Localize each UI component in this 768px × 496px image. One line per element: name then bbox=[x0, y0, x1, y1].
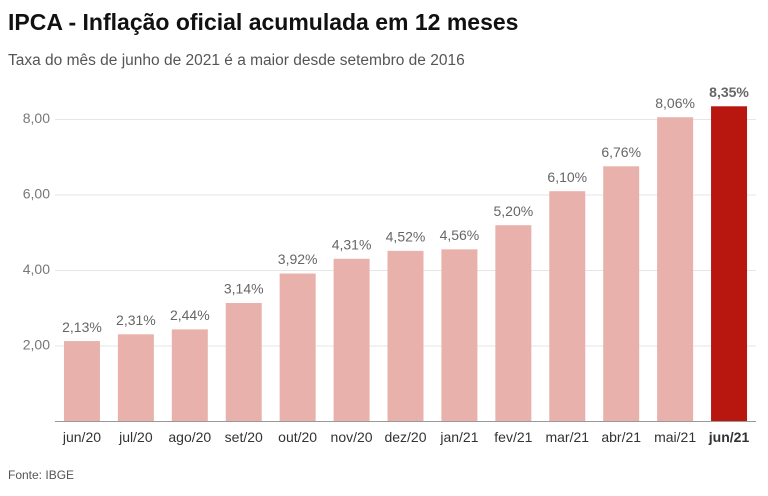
value-label: 2,13% bbox=[62, 319, 102, 335]
y-tick-label: 6,00 bbox=[23, 186, 50, 202]
bar bbox=[495, 225, 532, 422]
x-tick-label: jun/21 bbox=[708, 429, 750, 445]
bar bbox=[657, 117, 694, 422]
y-tick-label: 8,00 bbox=[23, 110, 50, 126]
bar bbox=[333, 258, 370, 422]
bar bbox=[117, 334, 154, 422]
x-tick-label: ago/20 bbox=[168, 429, 211, 445]
y-tick-label: 4,00 bbox=[23, 261, 50, 277]
x-tick-label: abr/21 bbox=[601, 429, 641, 445]
x-tick-label: nov/20 bbox=[331, 429, 373, 445]
value-label: 3,92% bbox=[278, 251, 318, 267]
bar bbox=[387, 250, 424, 422]
value-label: 3,14% bbox=[224, 281, 264, 297]
bar bbox=[549, 191, 586, 422]
value-label: 2,44% bbox=[170, 307, 210, 323]
value-label: 6,76% bbox=[601, 144, 641, 160]
bar bbox=[711, 106, 748, 422]
value-label: 6,10% bbox=[547, 169, 587, 185]
x-tick-label: set/20 bbox=[225, 429, 263, 445]
bar bbox=[63, 341, 100, 422]
x-tick-label: jun/20 bbox=[62, 429, 101, 445]
y-tick-label: 2,00 bbox=[23, 337, 50, 353]
bar bbox=[225, 302, 262, 422]
value-label: 4,56% bbox=[440, 227, 480, 243]
bar bbox=[171, 329, 208, 422]
x-tick-label: fev/21 bbox=[494, 429, 532, 445]
bar bbox=[603, 166, 640, 422]
x-tick-label: mar/21 bbox=[545, 429, 589, 445]
value-label: 4,52% bbox=[386, 229, 426, 245]
x-tick-label: dez/20 bbox=[384, 429, 426, 445]
x-tick-label: out/20 bbox=[278, 429, 317, 445]
bar bbox=[279, 273, 316, 422]
bar bbox=[441, 249, 478, 422]
x-tick-label: jul/20 bbox=[118, 429, 153, 445]
x-tick-label: jan/21 bbox=[439, 429, 478, 445]
value-label: 8,06% bbox=[655, 95, 695, 111]
chart-subtitle: Taxa do mês de junho de 2021 é a maior d… bbox=[8, 52, 465, 69]
value-label: 5,20% bbox=[493, 203, 533, 219]
x-tick-label: mai/21 bbox=[654, 429, 696, 445]
value-label: 2,31% bbox=[116, 312, 156, 328]
value-label: 8,35% bbox=[709, 84, 749, 100]
source: Fonte: IBGE bbox=[8, 468, 74, 482]
value-label: 4,31% bbox=[332, 237, 372, 253]
chart-title: IPCA - Inflação oficial acumulada em 12 … bbox=[8, 9, 518, 35]
